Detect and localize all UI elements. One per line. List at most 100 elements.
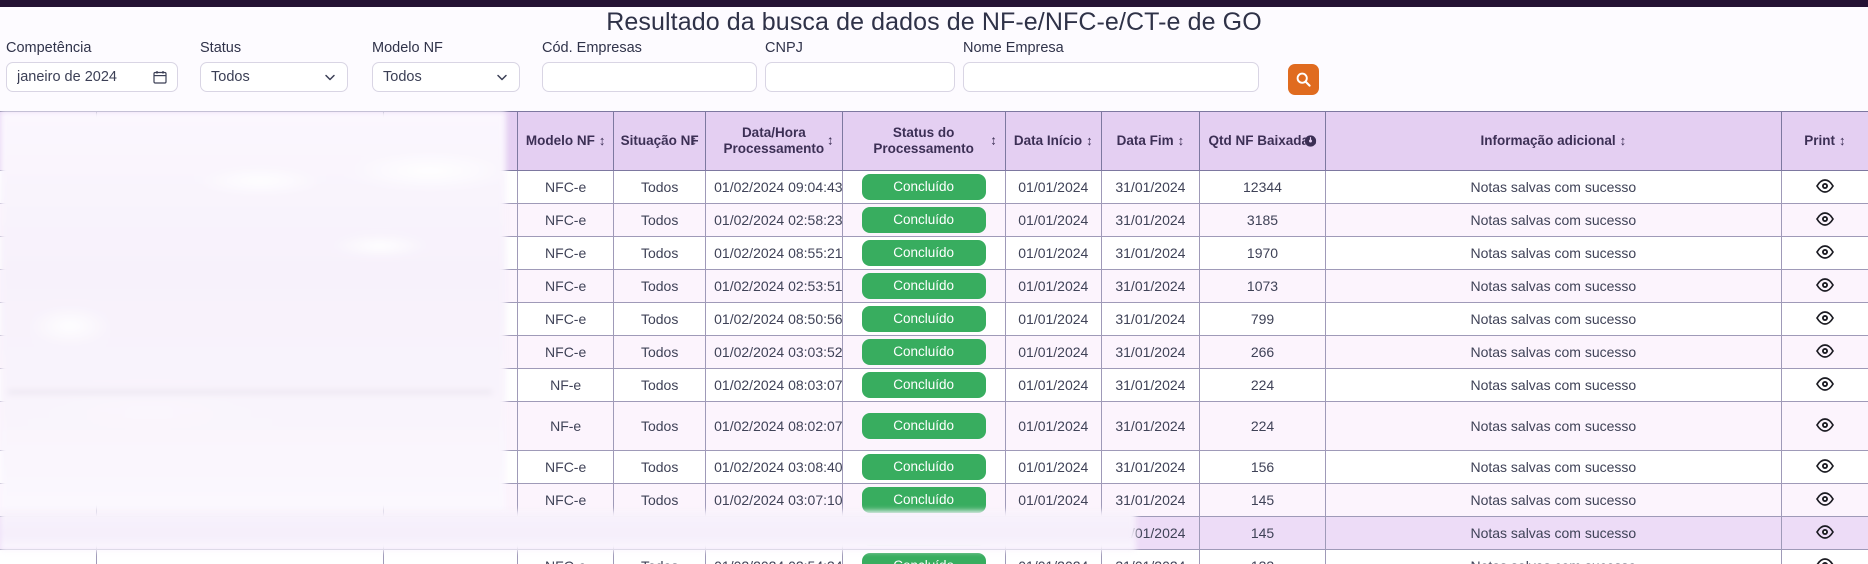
table-row[interactable]: NFC-e Todos 01/02/2024 03:08:40 Concluído 01… <box>0 450 1868 484</box>
cell-informacao-adicional: Notas salvas com sucesso <box>1325 203 1782 237</box>
table-body: NFC-e Todos 01/02/2024 09:04:43 Concluído 01… <box>0 170 1868 564</box>
cell-data-hora: 01/02/2024 09:04:43 <box>705 170 843 204</box>
sort-icon[interactable]: ↕ <box>1177 132 1185 148</box>
eye-icon[interactable] <box>1815 244 1834 259</box>
col-header-status-processamento[interactable]: Status do Processamento ↕ <box>842 111 1006 171</box>
competencia-date-input[interactable]: janeiro de 2024 <box>6 62 178 92</box>
label-status: Status <box>200 40 242 56</box>
table-row[interactable]: NFC-e Todos 01/02/2024 02:53:51 Concluído 01… <box>0 269 1868 303</box>
cell-cnpj-cpf <box>383 203 519 237</box>
cell-print[interactable] <box>1781 170 1868 204</box>
clock-icon[interactable] <box>1304 135 1317 148</box>
table-row[interactable]: NFC-e Todos 01/02/2024 08:50:56 Concluído 01… <box>0 302 1868 336</box>
table-row[interactable]: NF-e Todos 01/02/2024 08:02:07 Concluído 01/… <box>0 401 1868 451</box>
col-label-informacao-adicional: Informação adicional <box>1480 133 1616 149</box>
col-label-data-inicio: Data Início <box>1013 133 1083 149</box>
cell-print[interactable] <box>1781 302 1868 336</box>
col-label-cnpj-cpf: CNPJ/CPF <box>411 133 479 149</box>
status-select[interactable]: Todos <box>200 62 348 92</box>
cell-print[interactable] <box>1781 549 1868 564</box>
cell-informacao-adicional: Notas salvas com sucesso <box>1325 516 1782 550</box>
col-header-data-hora[interactable]: Data/Hora Processamento ↕ <box>705 111 843 171</box>
col-label-data-fim: Data Fim <box>1116 133 1174 149</box>
sort-icon[interactable]: ↕ <box>482 132 490 148</box>
cell-informacao-adicional: Notas salvas com sucesso <box>1325 170 1782 204</box>
eye-icon[interactable] <box>1815 491 1834 506</box>
chevron-down-icon <box>323 70 337 84</box>
cell-nome-empresa <box>96 302 384 336</box>
cell-modelo-nf: NFC-e <box>517 516 615 550</box>
sort-icon[interactable]: ↕ <box>598 132 606 148</box>
cell-informacao-adicional: Notas salvas com sucesso <box>1325 549 1782 564</box>
col-label-status-processamento: Status do Processamento <box>873 125 974 156</box>
eye-icon[interactable] <box>1816 557 1834 564</box>
cell-qtd-nf-baixadas: 1970 <box>1199 236 1327 270</box>
nome-empresa-input[interactable] <box>963 62 1259 92</box>
col-header-situacao-nf[interactable]: Situação NF ↕ <box>613 111 707 171</box>
cell-modelo-nf: NFC-e <box>517 483 615 517</box>
table-row[interactable]: NFC-e Todos 01/02/2024 03:02:13 Concluído 01… <box>0 516 1868 550</box>
sort-icon[interactable]: ↕ <box>1838 132 1846 148</box>
label-modelo-nf: Modelo NF <box>372 40 443 56</box>
col-header-cnpj-cpf[interactable]: CNPJ/CPF ↕ <box>383 111 519 171</box>
cell-print[interactable] <box>1781 401 1868 451</box>
col-header-cod-empresa[interactable]: Cód. Empresa ↕ <box>0 111 97 171</box>
cell-data-fim: 31/01/2024 <box>1101 203 1200 237</box>
cod-empresas-input[interactable] <box>542 62 757 92</box>
col-header-modelo-nf[interactable]: Modelo NF ↕ <box>517 111 615 171</box>
status-badge: Concluído <box>861 207 986 233</box>
cnpj-input[interactable] <box>765 62 955 92</box>
sort-icon[interactable]: ↕ <box>690 132 698 148</box>
eye-icon[interactable] <box>1815 343 1834 358</box>
cell-print[interactable] <box>1781 236 1868 270</box>
cell-nome-empresa <box>96 368 384 402</box>
col-header-data-inicio[interactable]: Data Início ↕ <box>1005 111 1102 171</box>
table-row[interactable]: NFC-e Todos 01/02/2024 03:07:10 Concluído 01… <box>0 483 1868 517</box>
cell-qtd-nf-baixadas: 145 <box>1199 483 1327 517</box>
eye-icon[interactable] <box>1815 376 1834 391</box>
cell-print[interactable] <box>1781 335 1868 369</box>
eye-icon[interactable] <box>1815 178 1834 193</box>
cell-cnpj-cpf <box>383 516 519 550</box>
eye-icon[interactable] <box>1815 277 1834 292</box>
table-row[interactable]: NF-e Todos 01/02/2024 08:03:07 Concluído 01/… <box>0 368 1868 402</box>
modelo-nf-select[interactable]: Todos <box>372 62 520 92</box>
table-row[interactable]: NFC-e Todos 01/02/2024 09:04:43 Concluído 01… <box>0 170 1868 204</box>
sort-icon[interactable]: ↕ <box>1619 132 1627 148</box>
cell-informacao-adicional: Notas salvas com sucesso <box>1325 236 1782 270</box>
cell-print[interactable] <box>1781 368 1868 402</box>
cell-qtd-nf-baixadas: 266 <box>1199 335 1327 369</box>
results-table-container[interactable]: Cód. Empresa ↕ Nome Empresa ↕ CNPJ/CPF ↕ M… <box>0 111 1868 564</box>
cell-cod-empresa <box>0 549 97 564</box>
eye-icon[interactable] <box>1815 211 1834 226</box>
search-button[interactable] <box>1288 64 1319 95</box>
col-header-informacao-adicional[interactable]: Informação adicional ↕ <box>1325 111 1782 171</box>
filter-modelo-nf: Modelo NF Todos <box>372 40 520 92</box>
table-row[interactable]: NFC-e Todos 01/02/2024 02:58:23 Concluído 01… <box>0 203 1868 237</box>
sort-icon[interactable]: ↕ <box>990 132 997 148</box>
status-value: Todos <box>211 69 250 85</box>
sort-icon[interactable]: ↕ <box>287 132 295 148</box>
col-header-qtd-nf-baixadas[interactable]: Qtd NF Baixadas <box>1199 111 1327 171</box>
cell-print[interactable] <box>1781 450 1868 484</box>
sort-icon[interactable]: ↕ <box>827 132 834 148</box>
eye-icon[interactable] <box>1815 524 1834 539</box>
modelo-nf-value: Todos <box>383 69 422 85</box>
cell-print[interactable] <box>1781 203 1868 237</box>
col-header-data-fim[interactable]: Data Fim ↕ <box>1101 111 1200 171</box>
sort-icon[interactable]: ↕ <box>1086 132 1093 148</box>
col-header-nome-empresa[interactable]: Nome Empresa ↕ <box>96 111 384 171</box>
cell-print[interactable] <box>1781 269 1868 303</box>
eye-icon[interactable] <box>1815 458 1834 473</box>
table-row[interactable]: NFC-e Todos 01/02/2024 03:03:52 Concluído 01… <box>0 335 1868 369</box>
cell-qtd-nf-baixadas: 799 <box>1199 302 1327 336</box>
table-row[interactable]: NFC-e Todos 01/02/2024 08:55:21 Concluído 01… <box>0 236 1868 270</box>
cell-print[interactable] <box>1781 516 1868 550</box>
cell-print[interactable] <box>1781 483 1868 517</box>
eye-icon[interactable] <box>1815 417 1834 432</box>
sort-icon[interactable]: ↕ <box>81 132 88 148</box>
col-header-print[interactable]: Print ↕ <box>1781 111 1868 171</box>
filter-cnpj: CNPJ <box>765 40 955 92</box>
eye-icon[interactable] <box>1815 310 1834 325</box>
